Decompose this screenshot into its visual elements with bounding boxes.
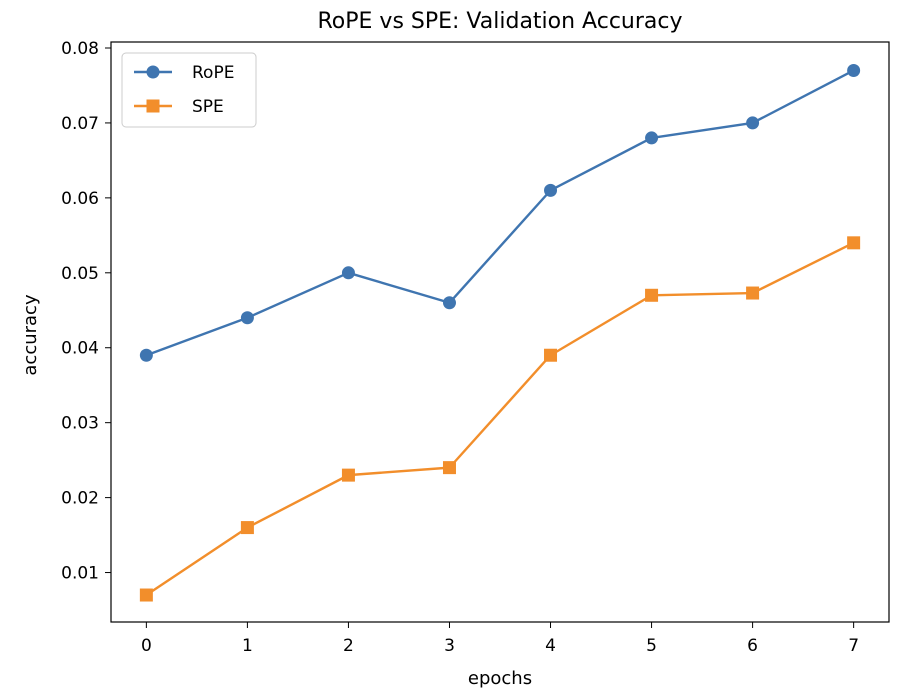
y-tick-label: 0.01 [61, 564, 99, 584]
data-point-spe [139, 588, 153, 602]
data-point-rope [341, 266, 355, 280]
data-point-spe [240, 521, 254, 535]
data-point-spe [746, 286, 760, 300]
y-tick-label: 0.08 [61, 39, 99, 59]
x-tick-label: 7 [848, 636, 859, 656]
y-tick-label: 0.03 [61, 414, 99, 434]
x-tick-label: 6 [747, 636, 758, 656]
data-point-rope [139, 348, 153, 362]
data-point-spe [847, 236, 861, 250]
y-axis-label: accuracy [20, 294, 41, 376]
x-tick-label: 2 [343, 636, 354, 656]
x-tick-label: 0 [141, 636, 152, 656]
data-point-rope [847, 63, 861, 77]
data-point-rope [645, 131, 659, 145]
data-point-rope [746, 116, 760, 130]
series-line-spe [145, 241, 855, 597]
legend-box [121, 52, 257, 128]
x-tick-label: 5 [646, 636, 657, 656]
data-point-spe [341, 468, 355, 482]
y-tick-label: 0.07 [61, 114, 99, 134]
legend-label-spe: SPE [192, 97, 224, 117]
x-tick-label: 3 [444, 636, 455, 656]
x-tick-label: 1 [242, 636, 253, 656]
plot-area: 0 1 2 3 4 5 6 7 0.01 0.02 0.03 0.04 0.05 0.06 0.07 0.08 [61, 39, 890, 656]
legend-label-rope: RoPE [192, 63, 234, 83]
plot-frame [110, 41, 890, 623]
x-tick-label: 4 [545, 636, 556, 656]
series-line-rope [145, 69, 855, 357]
legend-marker-rope [146, 65, 160, 79]
chart-title: RoPE vs SPE: Validation Accuracy [318, 9, 683, 34]
data-point-spe [645, 288, 659, 302]
data-point-rope [442, 296, 456, 310]
data-point-rope [240, 311, 254, 325]
legend-marker-spe [146, 99, 160, 113]
y-tick-label: 0.04 [61, 339, 99, 359]
data-point-spe [544, 348, 558, 362]
y-tick-label: 0.06 [61, 189, 99, 209]
y-tick-label: 0.05 [61, 264, 99, 284]
data-point-rope [544, 183, 558, 197]
legend: RoPE SPE [121, 52, 257, 128]
data-point-spe [442, 461, 456, 475]
y-tick-label: 0.02 [61, 489, 99, 509]
x-axis-label: epochs [468, 668, 532, 689]
